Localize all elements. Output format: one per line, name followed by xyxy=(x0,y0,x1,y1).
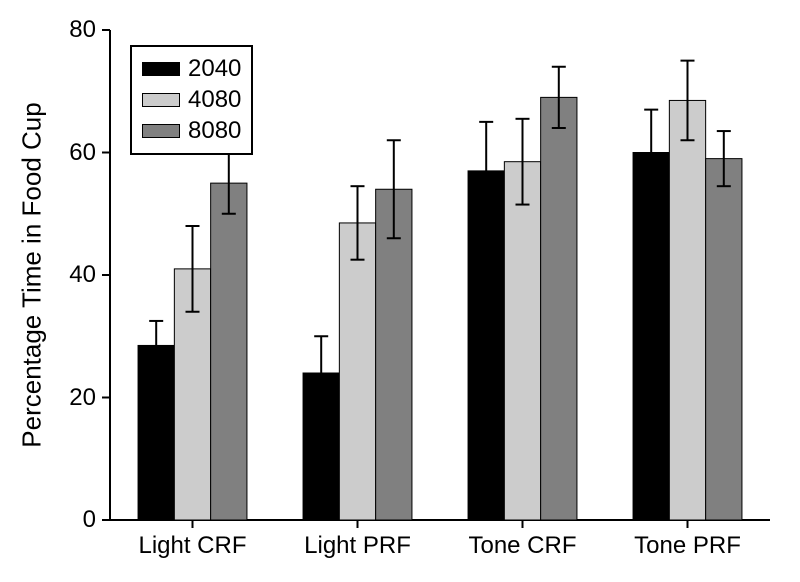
y-tick-label: 60 xyxy=(69,139,96,167)
legend-swatch xyxy=(142,124,180,138)
legend-item: 2040 xyxy=(142,53,241,84)
bar xyxy=(541,97,577,520)
legend-label: 8080 xyxy=(188,115,241,146)
legend: 204040808080 xyxy=(130,45,253,155)
chart-container: Percentage Time in Food Cup 020406080 Li… xyxy=(0,0,800,582)
bar xyxy=(633,153,669,521)
bar xyxy=(211,183,247,520)
bar xyxy=(138,345,174,520)
legend-label: 2040 xyxy=(188,53,241,84)
x-tick-label: Tone CRF xyxy=(453,532,593,560)
y-tick-label: 20 xyxy=(69,384,96,412)
chart-svg xyxy=(0,0,800,582)
x-tick-label: Light CRF xyxy=(123,532,263,560)
y-tick-label: 80 xyxy=(69,16,96,44)
bar xyxy=(669,100,705,520)
bar xyxy=(468,171,504,520)
legend-item: 4080 xyxy=(142,84,241,115)
bar xyxy=(706,159,742,520)
legend-swatch xyxy=(142,93,180,107)
bar xyxy=(504,162,540,520)
y-tick-label: 0 xyxy=(83,506,96,534)
x-tick-label: Tone PRF xyxy=(618,532,758,560)
legend-label: 4080 xyxy=(188,84,241,115)
legend-item: 8080 xyxy=(142,115,241,146)
x-tick-label: Light PRF xyxy=(288,532,428,560)
y-tick-label: 40 xyxy=(69,261,96,289)
bar xyxy=(339,223,375,520)
legend-swatch xyxy=(142,62,180,76)
